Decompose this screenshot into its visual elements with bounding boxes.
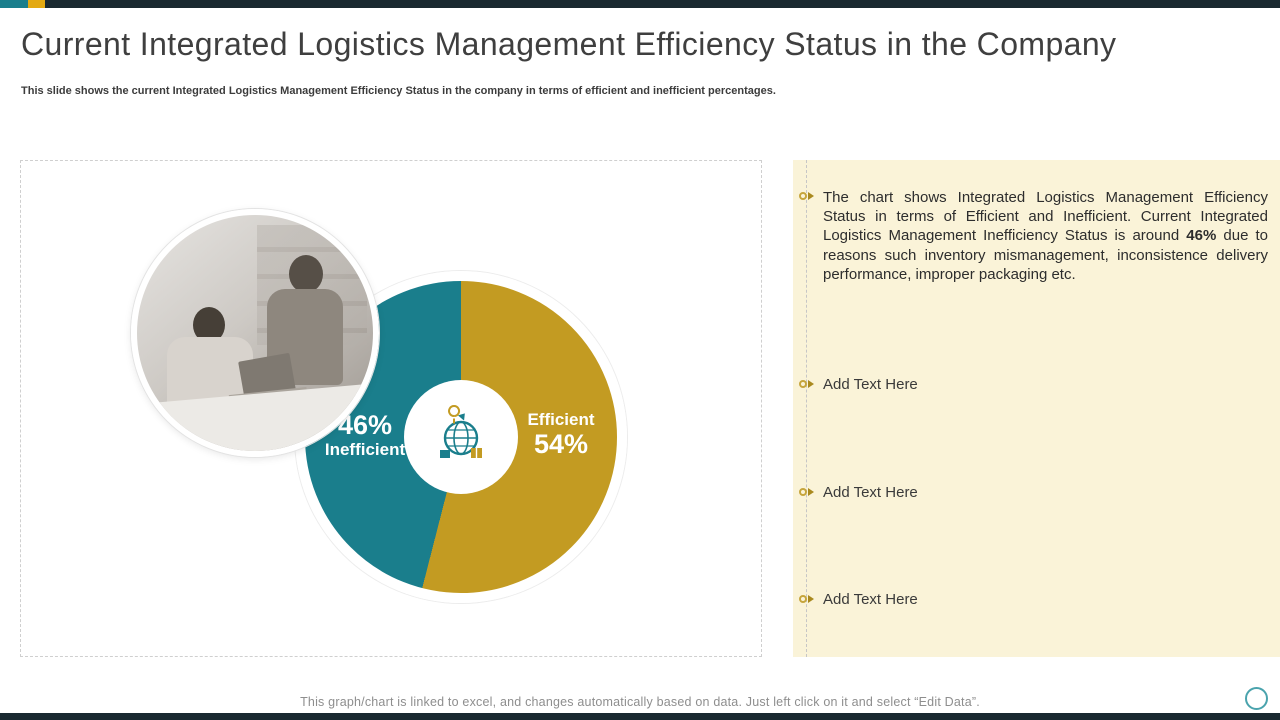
bullet-item: The chart shows Integrated Logistics Man… [799, 188, 1268, 284]
text-placeholder[interactable]: Add Text Here [799, 484, 918, 501]
globe-logistics-icon [440, 405, 482, 458]
add-text-label[interactable]: Add Text Here [823, 591, 918, 608]
pie-label-efficient: Efficient 54% [485, 410, 637, 459]
efficient-value: 54% [533, 428, 589, 459]
add-text-label[interactable]: Add Text Here [823, 376, 918, 393]
chart-panel: 46% Inefficient Efficient 54% [20, 160, 762, 657]
top-accent-bar [0, 0, 1280, 8]
highlight-value: 46% [1186, 227, 1217, 245]
bullet-arrow-icon [799, 488, 814, 496]
photo-person-shape [289, 255, 323, 293]
office-photo-circle [131, 209, 379, 457]
text-placeholder[interactable]: Add Text Here [799, 591, 918, 608]
page-title: Current Integrated Logistics Management … [21, 26, 1117, 62]
top-accent-gold-segment [28, 0, 45, 8]
pie-center-circle [404, 380, 518, 494]
add-text-label[interactable]: Add Text Here [823, 484, 918, 501]
commentary-panel: The chart shows Integrated Logistics Man… [793, 160, 1280, 657]
efficient-name: Efficient [527, 410, 595, 429]
bullet-arrow-icon [799, 380, 814, 388]
dashed-divider-line [806, 160, 807, 657]
decorative-circle [1245, 687, 1268, 710]
bottom-accent-bar [0, 713, 1280, 720]
text-placeholder[interactable]: Add Text Here [799, 376, 918, 393]
chart-description-text: The chart shows Integrated Logistics Man… [823, 189, 1269, 283]
top-accent-teal-segment [0, 0, 28, 8]
slide-subtitle: This slide shows the current Integrated … [21, 85, 776, 97]
excel-link-note: This graph/chart is linked to excel, and… [300, 695, 980, 709]
bullet-arrow-icon [799, 192, 814, 200]
bullet-arrow-icon [799, 595, 814, 603]
